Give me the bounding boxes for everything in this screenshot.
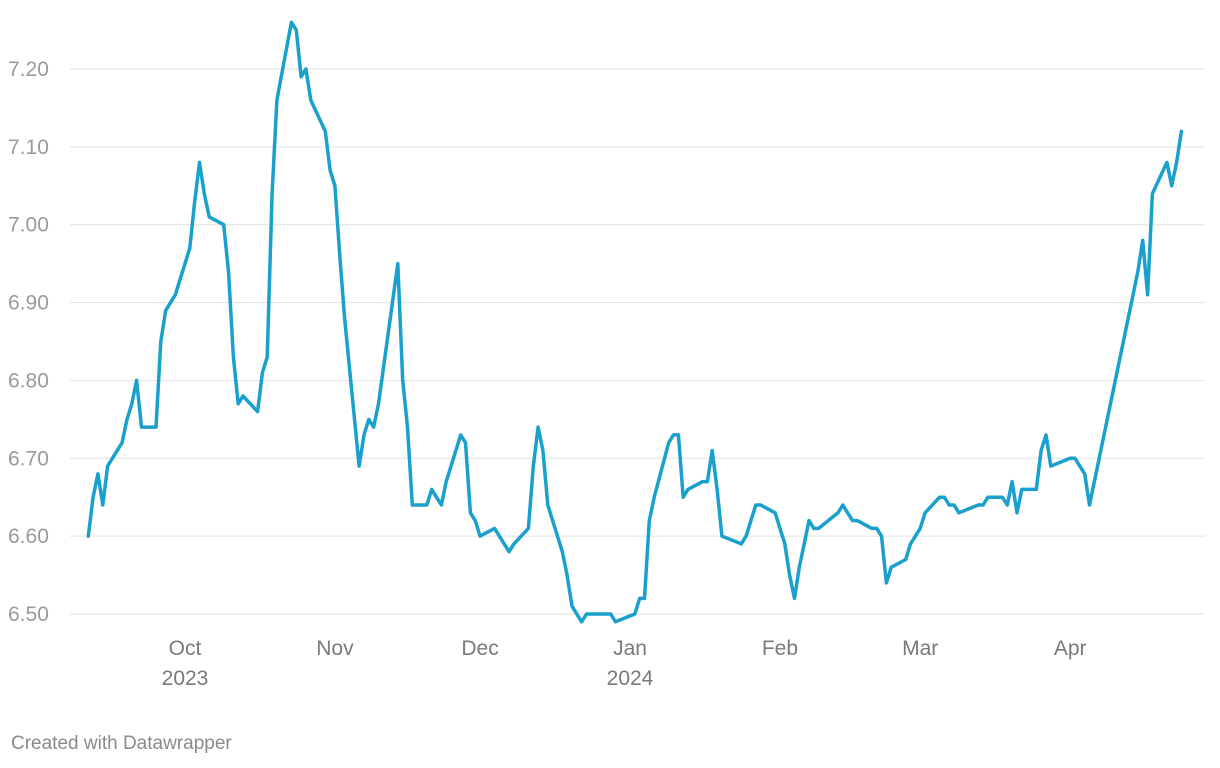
y-tick-label: 6.80	[8, 369, 49, 392]
y-tick-label: 7.00	[8, 214, 49, 237]
x-tick-year-label: 2024	[607, 667, 654, 690]
datawrapper-credit: Created with Datawrapper	[11, 733, 232, 754]
x-tick-label: Oct	[169, 637, 202, 660]
y-tick-label: 6.50	[8, 603, 49, 626]
y-tick-label: 6.60	[8, 525, 49, 548]
x-tick-label: Dec	[461, 637, 498, 660]
y-tick-label: 6.90	[8, 292, 49, 315]
y-tick-label: 6.70	[8, 447, 49, 470]
x-tick-label: Mar	[902, 637, 938, 660]
x-tick-label: Jan	[613, 637, 647, 660]
series-line	[86, 20, 1184, 624]
x-tick-year-label: 2023	[162, 667, 209, 690]
x-tick-label: Feb	[762, 637, 798, 660]
x-tick-label: Apr	[1054, 637, 1087, 660]
y-tick-label: 7.20	[8, 58, 49, 81]
line-chart: 6.50 6.60 6.70 6.80 6.90 7.00 7.10 7.20 Oct 2023 N…	[8, 20, 1205, 690]
x-tick-label: Nov	[316, 637, 354, 660]
y-tick-label: 7.10	[8, 136, 49, 159]
